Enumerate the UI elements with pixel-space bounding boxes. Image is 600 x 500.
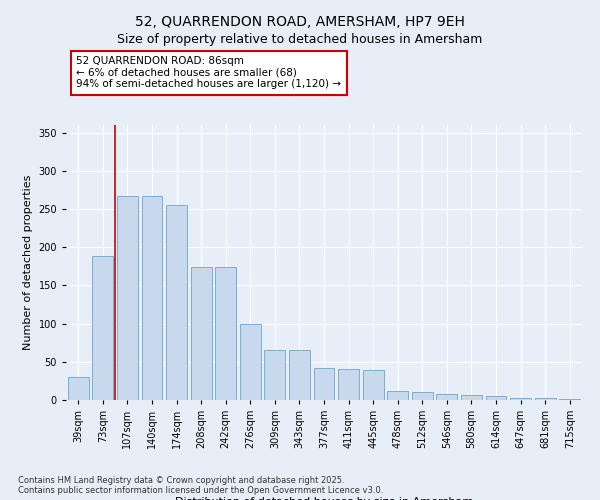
Bar (191, 267, 212, 400)
Bar (117, 196, 138, 400)
Bar (314, 368, 334, 400)
Text: Size of property relative to detached houses in Amersham: Size of property relative to detached ho… (118, 32, 482, 46)
X-axis label: Distribution of detached houses by size in Amersham: Distribution of detached houses by size … (175, 497, 473, 500)
Bar (535, 398, 556, 400)
Text: 52 QUARRENDON ROAD: 86sqm
← 6% of detached houses are smaller (68)
94% of semi-d: 52 QUARRENDON ROAD: 86sqm ← 6% of detach… (76, 56, 341, 90)
Bar (289, 350, 310, 400)
Bar (215, 267, 236, 400)
Text: Contains HM Land Registry data © Crown copyright and database right 2025.
Contai: Contains HM Land Registry data © Crown c… (18, 476, 383, 495)
Bar (436, 394, 457, 400)
Bar (387, 391, 408, 400)
Bar (265, 350, 286, 400)
Bar (142, 196, 163, 400)
Bar (240, 324, 261, 400)
Bar (510, 398, 531, 400)
Bar (412, 392, 433, 400)
Bar (166, 205, 187, 400)
Bar (338, 370, 359, 400)
Bar (461, 394, 482, 400)
Bar (92, 256, 113, 400)
Y-axis label: Number of detached properties: Number of detached properties (23, 175, 33, 350)
Text: 52, QUARRENDON ROAD, AMERSHAM, HP7 9EH: 52, QUARRENDON ROAD, AMERSHAM, HP7 9EH (135, 15, 465, 29)
Bar (559, 399, 580, 400)
Bar (68, 377, 89, 400)
Bar (485, 396, 506, 400)
Bar (362, 370, 383, 400)
